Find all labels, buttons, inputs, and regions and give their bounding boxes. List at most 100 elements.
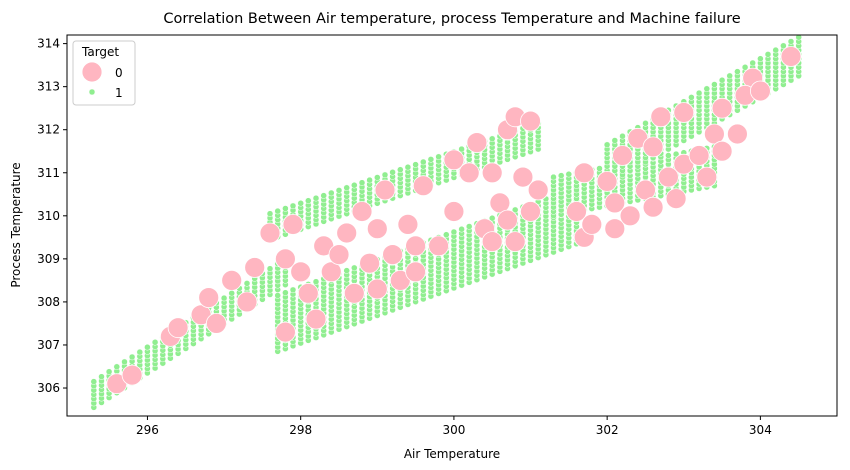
point-target-1 <box>105 368 113 375</box>
point-target-0 <box>520 201 541 222</box>
point-target-0 <box>704 123 725 145</box>
point-target-0 <box>198 287 220 309</box>
point-target-0 <box>405 235 427 257</box>
y-tick-label: 314 <box>37 37 60 51</box>
point-target-0 <box>642 136 664 158</box>
point-target-1 <box>374 174 381 181</box>
y-tick-label: 311 <box>37 166 60 180</box>
point-target-0 <box>497 209 518 231</box>
point-target-0 <box>520 110 541 132</box>
legend-marker-1 <box>88 88 96 96</box>
y-tick-label: 310 <box>37 209 60 223</box>
point-target-1 <box>443 231 450 238</box>
point-target-0 <box>642 196 664 218</box>
point-target-1 <box>305 197 312 204</box>
point-target-0 <box>650 106 672 128</box>
point-target-0 <box>221 269 243 291</box>
y-tick-label: 313 <box>37 80 60 94</box>
point-target-0 <box>259 222 281 244</box>
point-target-0 <box>343 282 365 304</box>
legend-marker-0 <box>81 61 103 83</box>
point-target-1 <box>343 267 350 274</box>
point-target-0 <box>274 248 296 270</box>
point-target-0 <box>412 175 434 197</box>
point-target-1 <box>642 120 649 127</box>
point-target-1 <box>795 35 802 41</box>
point-target-1 <box>488 135 496 143</box>
point-target-1 <box>282 289 289 296</box>
point-target-0 <box>780 46 802 67</box>
x-tick-label: 304 <box>749 423 772 437</box>
point-target-1 <box>297 200 304 207</box>
point-target-0 <box>374 179 396 201</box>
point-target-0 <box>481 231 503 253</box>
point-target-0 <box>382 244 404 266</box>
point-target-0 <box>405 261 427 283</box>
point-target-1 <box>412 161 419 168</box>
point-target-0 <box>320 261 342 283</box>
point-target-1 <box>435 153 442 161</box>
x-tick-label: 300 <box>442 423 465 437</box>
point-target-1 <box>220 294 228 302</box>
point-target-0 <box>512 166 534 188</box>
point-target-1 <box>688 94 695 101</box>
point-target-0 <box>290 261 312 283</box>
point-target-1 <box>320 192 327 199</box>
point-target-0 <box>658 166 679 188</box>
y-axis: 306 307 308 309 310 311 312 313 314 <box>37 37 67 395</box>
point-target-0 <box>665 188 687 210</box>
point-target-1 <box>266 210 274 217</box>
point-target-0 <box>612 145 633 166</box>
point-target-1 <box>274 207 281 215</box>
point-target-1 <box>511 206 519 214</box>
legend: Target 0 1 <box>72 40 136 106</box>
point-target-1 <box>274 292 281 299</box>
point-target-1 <box>343 184 350 192</box>
point-target-0 <box>458 162 480 184</box>
point-target-0 <box>466 132 488 154</box>
point-target-1 <box>397 166 404 173</box>
point-target-1 <box>351 264 358 272</box>
point-target-1 <box>550 173 557 181</box>
point-target-1 <box>718 76 726 84</box>
legend-box <box>72 40 136 106</box>
point-target-1 <box>458 145 465 153</box>
point-target-1 <box>289 202 297 210</box>
legend-title: Target <box>81 45 119 59</box>
x-tick-label: 296 <box>136 423 159 437</box>
point-target-1 <box>695 89 703 97</box>
x-tick-label: 298 <box>289 423 312 437</box>
point-target-0 <box>328 244 350 266</box>
point-target-1 <box>282 205 289 212</box>
point-target-1 <box>711 81 718 88</box>
point-target-1 <box>312 194 320 202</box>
point-target-1 <box>243 280 251 287</box>
point-target-1 <box>420 158 427 166</box>
point-target-0 <box>297 282 319 304</box>
point-target-0 <box>366 218 388 240</box>
point-target-1 <box>596 165 603 172</box>
point-target-1 <box>312 278 320 285</box>
point-target-1 <box>328 189 335 197</box>
point-target-1 <box>780 42 787 50</box>
legend-label-0: 0 <box>115 66 123 80</box>
y-axis-label: Process Temperature <box>9 162 23 287</box>
point-target-1 <box>335 187 343 194</box>
point-target-1 <box>565 170 573 178</box>
point-target-0 <box>573 162 595 184</box>
point-target-0 <box>359 252 381 274</box>
point-target-1 <box>366 176 373 184</box>
point-target-1 <box>741 64 749 71</box>
point-target-1 <box>381 171 389 179</box>
point-target-1 <box>121 358 128 366</box>
plot-frame <box>66 34 838 417</box>
point-target-1 <box>389 169 396 176</box>
point-target-0 <box>428 235 450 257</box>
point-target-1 <box>128 353 136 361</box>
point-target-0 <box>366 278 388 300</box>
point-target-0 <box>274 321 296 343</box>
point-target-0 <box>504 231 526 253</box>
point-target-0 <box>566 201 587 222</box>
point-target-0 <box>673 102 695 123</box>
point-target-0 <box>244 257 266 278</box>
